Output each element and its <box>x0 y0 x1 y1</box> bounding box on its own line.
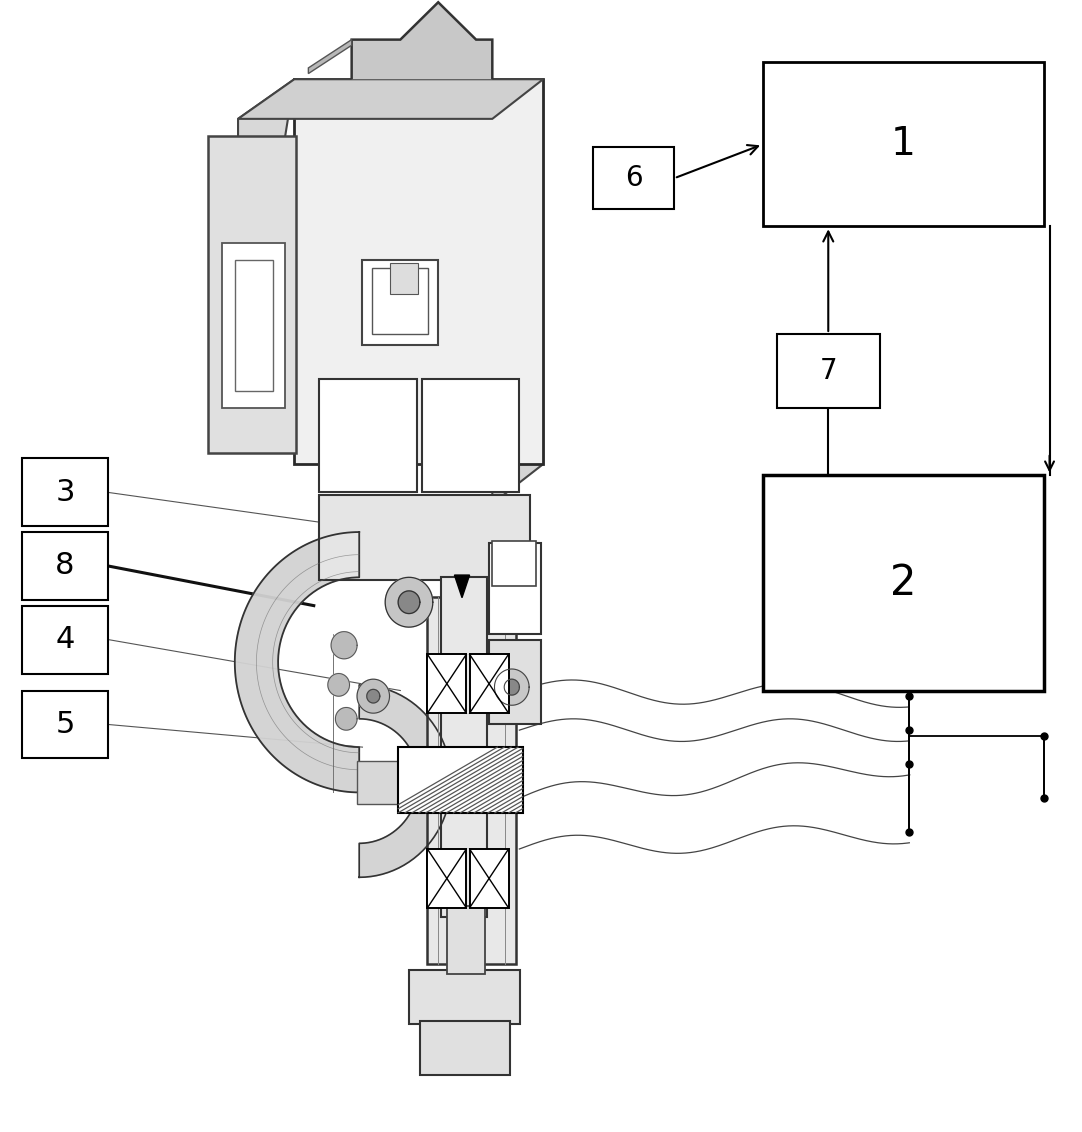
Bar <box>427 849 466 908</box>
Bar <box>222 243 285 408</box>
Polygon shape <box>308 40 352 74</box>
Bar <box>470 654 509 713</box>
Bar <box>441 577 487 917</box>
Text: 7: 7 <box>819 357 837 385</box>
Polygon shape <box>504 679 519 695</box>
Bar <box>208 136 296 453</box>
Bar <box>427 597 516 964</box>
Bar <box>294 79 543 464</box>
Text: 2: 2 <box>890 561 916 604</box>
Bar <box>319 495 530 580</box>
Bar <box>357 761 427 804</box>
Bar <box>489 640 541 724</box>
Polygon shape <box>492 79 543 504</box>
Text: 3: 3 <box>55 478 75 507</box>
Text: 1: 1 <box>892 126 915 163</box>
Bar <box>22 458 108 526</box>
Bar <box>319 379 417 492</box>
Bar <box>777 334 880 408</box>
Bar <box>362 260 438 345</box>
Bar <box>398 747 523 813</box>
Text: 4: 4 <box>55 625 75 654</box>
Bar <box>447 906 485 974</box>
Text: 8: 8 <box>55 551 75 581</box>
Polygon shape <box>398 591 420 614</box>
Bar <box>409 970 520 1024</box>
Polygon shape <box>238 79 294 430</box>
Polygon shape <box>367 689 380 703</box>
Polygon shape <box>235 532 359 792</box>
Bar <box>489 543 541 634</box>
Bar <box>427 654 466 713</box>
Bar <box>422 379 519 492</box>
Polygon shape <box>238 79 543 119</box>
Polygon shape <box>352 2 492 79</box>
Polygon shape <box>357 679 390 713</box>
Bar <box>22 691 108 758</box>
Polygon shape <box>328 674 349 696</box>
Bar <box>593 147 674 209</box>
Bar <box>470 849 509 908</box>
Bar <box>235 260 273 391</box>
Text: 6: 6 <box>624 164 643 192</box>
Polygon shape <box>494 669 529 705</box>
Bar <box>763 475 1044 691</box>
Text: 5: 5 <box>55 710 75 739</box>
Polygon shape <box>385 577 433 627</box>
Bar <box>420 1021 510 1075</box>
Polygon shape <box>335 708 357 730</box>
Polygon shape <box>359 685 451 877</box>
Bar <box>22 532 108 600</box>
Polygon shape <box>454 575 470 598</box>
Polygon shape <box>331 632 357 659</box>
Bar <box>763 62 1044 226</box>
Bar <box>390 263 418 294</box>
Bar <box>372 268 428 334</box>
Bar <box>492 541 536 586</box>
Bar <box>22 606 108 674</box>
